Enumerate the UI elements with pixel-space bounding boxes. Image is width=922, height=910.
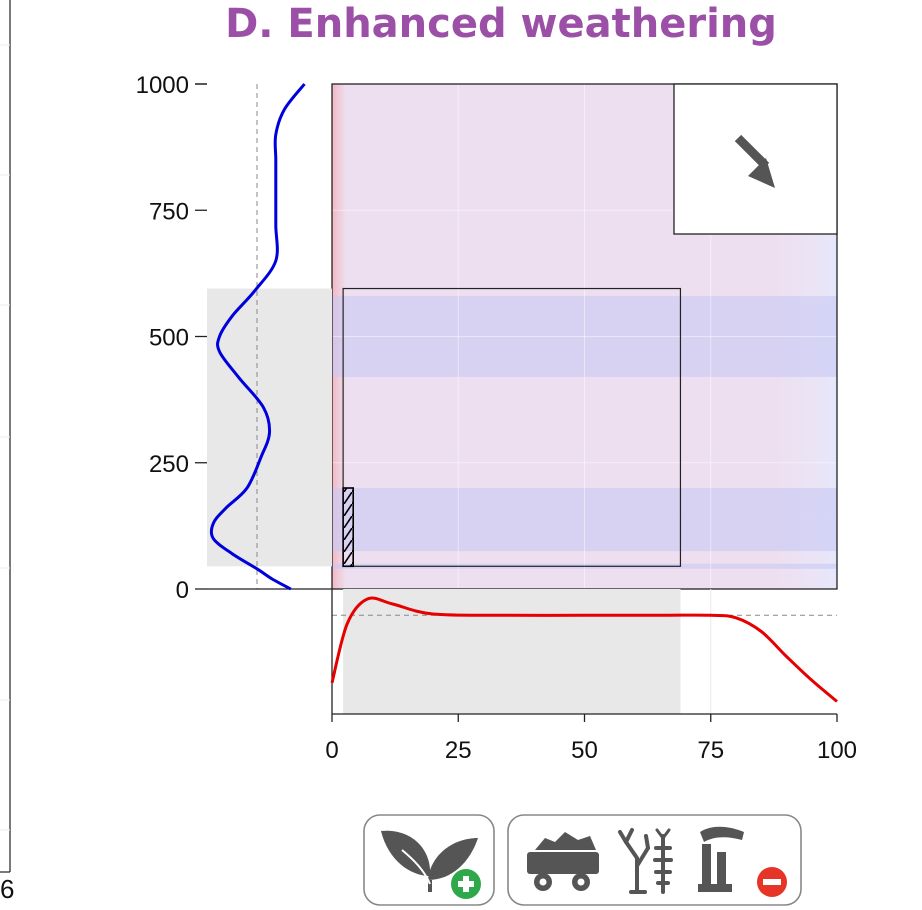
coal-cart-icon bbox=[527, 832, 599, 891]
inset-legend bbox=[673, 83, 838, 235]
y-tick-label: 250 bbox=[149, 451, 189, 478]
bottom-marginal-shade bbox=[343, 589, 681, 714]
icon-group-negative bbox=[507, 814, 802, 906]
chart-title: D. Enhanced weathering bbox=[225, 1, 777, 47]
dead-tree-fish-icon bbox=[618, 828, 673, 894]
left-neighbor-panel-edge bbox=[0, 0, 11, 873]
y-tick-label: 750 bbox=[149, 198, 189, 225]
minus-icon bbox=[757, 867, 787, 897]
x-tick-label: 25 bbox=[445, 737, 472, 764]
range-box bbox=[342, 287, 682, 567]
x-tick-label: 75 bbox=[697, 737, 724, 764]
y-tick-label: 1000 bbox=[136, 72, 189, 99]
heatmap-panel bbox=[331, 83, 838, 590]
hatched-range-box bbox=[342, 487, 354, 568]
plant-leaves-icon bbox=[381, 830, 478, 892]
icon-group-positive bbox=[363, 814, 495, 906]
x-tick-label: 50 bbox=[571, 737, 598, 764]
heatmap-band bbox=[332, 488, 837, 516]
heatmap-band bbox=[332, 296, 837, 377]
plus-icon bbox=[451, 869, 481, 899]
y-tick-label: 500 bbox=[149, 325, 189, 352]
y-tick-label: 0 bbox=[176, 577, 189, 604]
heatmap-band bbox=[332, 515, 837, 552]
bottom-marginal-curve bbox=[330, 596, 838, 703]
left-marginal-curve bbox=[209, 83, 306, 591]
factory-icon bbox=[698, 826, 744, 892]
partial-tick-label: 6 bbox=[0, 874, 15, 904]
x-tick-label: 100 bbox=[817, 737, 857, 764]
arrow-down-right-icon bbox=[734, 134, 775, 188]
left-marginal-panel bbox=[195, 83, 332, 591]
bottom-marginal-panel bbox=[330, 589, 838, 715]
x-tick-label: 0 bbox=[325, 737, 338, 764]
